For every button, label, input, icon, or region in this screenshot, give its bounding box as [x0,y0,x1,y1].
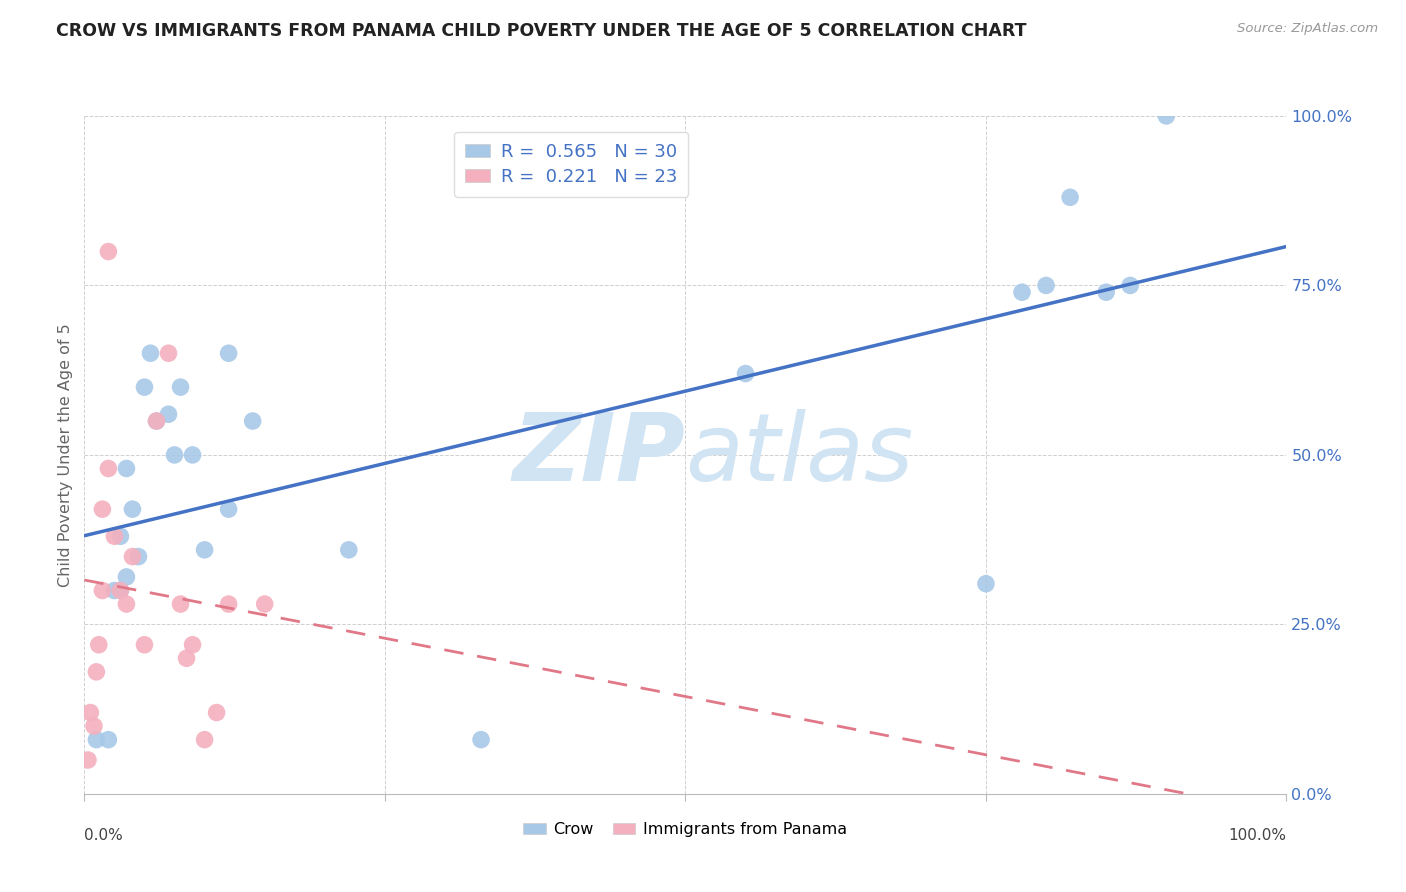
Point [253,597,276,611]
Point [163,448,186,462]
Point [181,448,204,462]
Point [218,502,240,516]
Point [103,583,125,598]
Point [97,244,120,259]
Point [97,461,120,475]
Point [134,380,156,394]
Point [157,407,180,421]
Text: 100.0%: 100.0% [1229,828,1286,843]
Point [87,638,110,652]
Point [205,706,228,720]
Text: Source: ZipAtlas.com: Source: ZipAtlas.com [1237,22,1378,36]
Point [157,346,180,360]
Point [1156,109,1178,123]
Y-axis label: Child Poverty Under the Age of 5: Child Poverty Under the Age of 5 [58,323,73,587]
Point [110,583,132,598]
Point [115,597,138,611]
Point [134,638,156,652]
Point [218,346,240,360]
Text: atlas: atlas [686,409,914,500]
Point [86,665,108,679]
Point [181,638,204,652]
Point [115,570,138,584]
Point [1119,278,1142,293]
Point [242,414,264,428]
Point [169,597,191,611]
Point [97,732,120,747]
Text: CROW VS IMMIGRANTS FROM PANAMA CHILD POVERTY UNDER THE AGE OF 5 CORRELATION CHAR: CROW VS IMMIGRANTS FROM PANAMA CHILD POV… [56,22,1026,40]
Legend: Crow, Immigrants from Panama: Crow, Immigrants from Panama [517,816,853,844]
Point [337,542,360,557]
Point [91,583,114,598]
Point [121,502,143,516]
Point [145,414,167,428]
Point [194,732,217,747]
Point [110,583,132,598]
Point [77,753,100,767]
Point [176,651,198,665]
Text: 0.0%: 0.0% [84,828,124,843]
Point [1035,278,1057,293]
Point [1011,285,1033,300]
Point [121,549,143,564]
Point [103,529,125,543]
Point [83,719,105,733]
Point [470,732,492,747]
Point [1095,285,1118,300]
Point [194,542,217,557]
Point [974,576,997,591]
Point [734,367,756,381]
Point [110,529,132,543]
Point [91,502,114,516]
Point [79,706,101,720]
Point [127,549,149,564]
Point [169,380,191,394]
Point [86,732,108,747]
Point [139,346,162,360]
Point [1059,190,1081,204]
Point [115,461,138,475]
Point [218,597,240,611]
Text: ZIP: ZIP [513,409,686,501]
Point [145,414,167,428]
